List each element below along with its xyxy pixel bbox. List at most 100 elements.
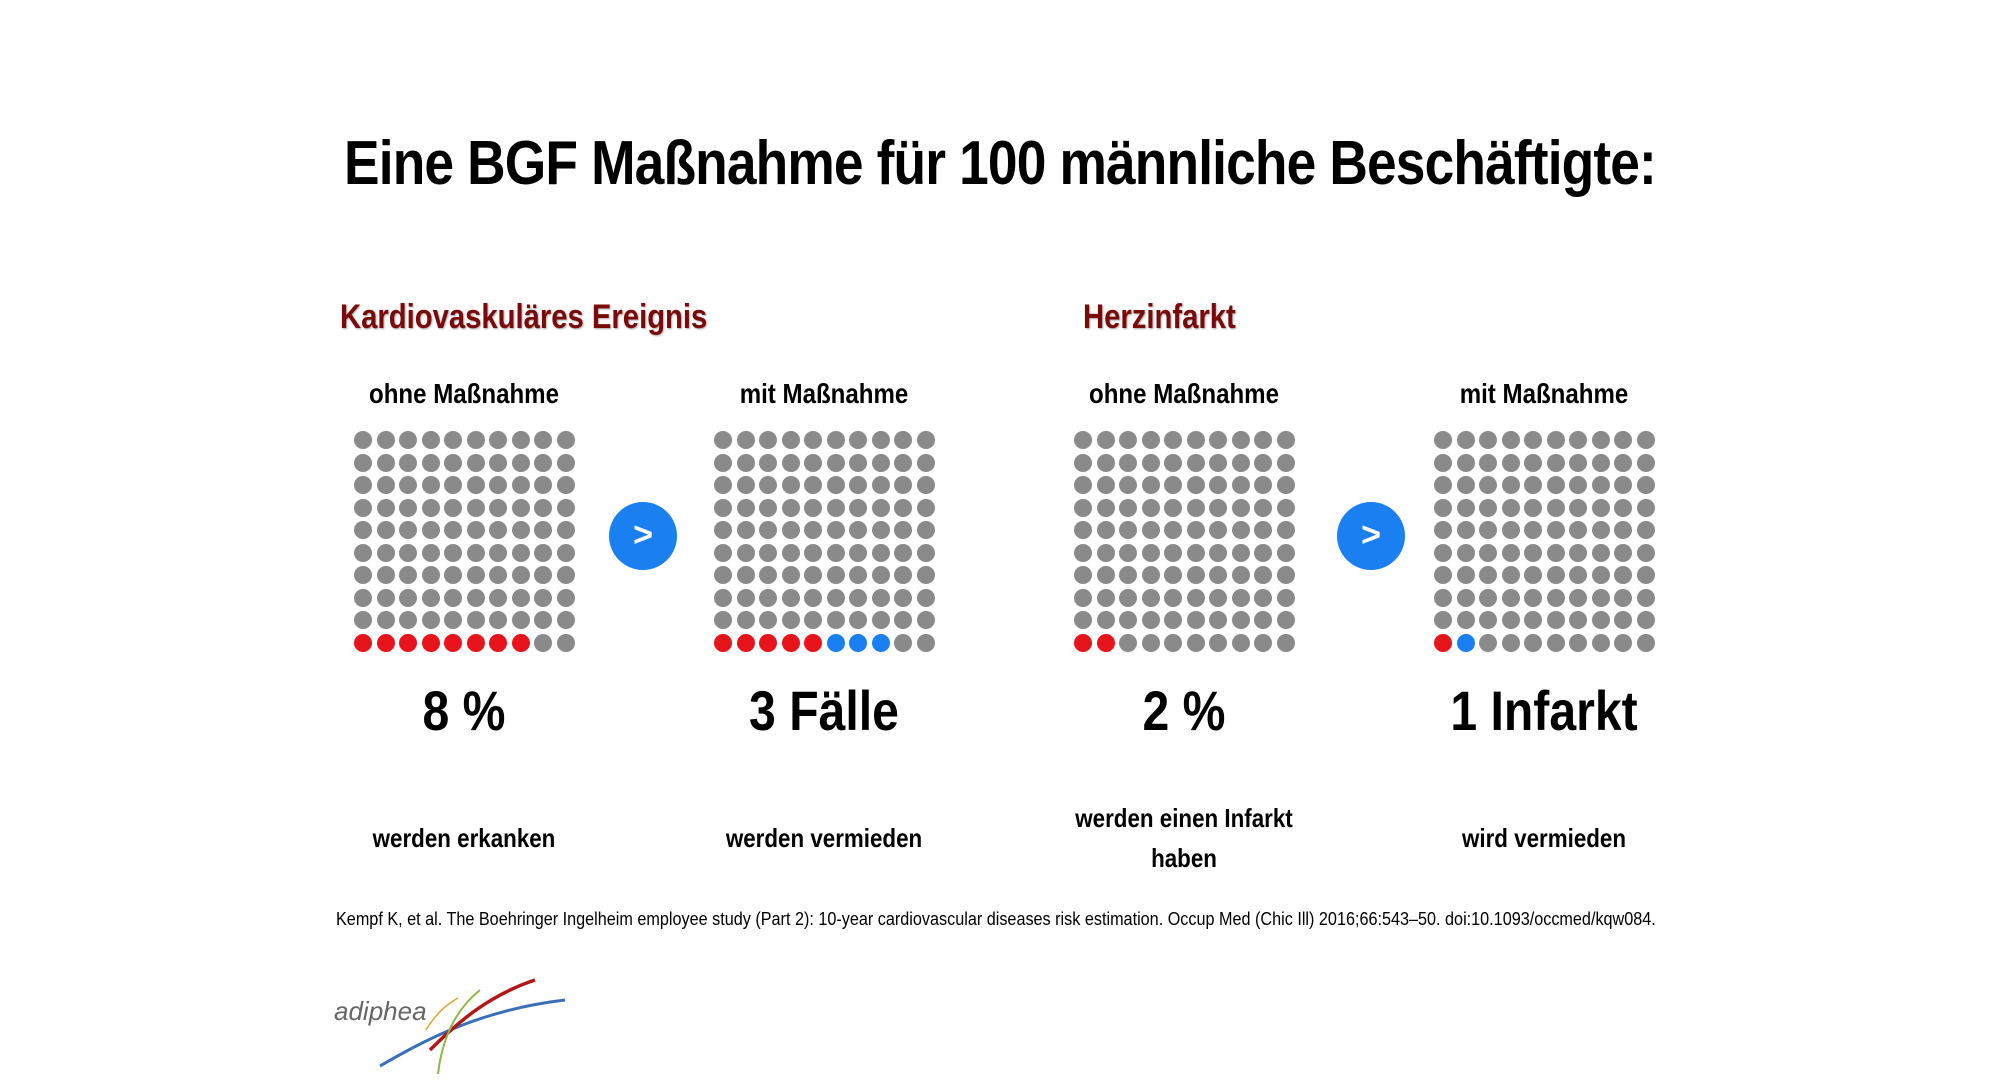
waffle-dot-gray: [871, 476, 890, 494]
waffle-dot-gray: [556, 633, 575, 652]
waffle-dot-gray: [511, 611, 530, 629]
waffle-dot-gray: [1254, 588, 1272, 607]
waffle-dot-gray: [916, 611, 935, 629]
waffle-dot-gray: [444, 521, 462, 539]
waffle-dot-gray: [916, 498, 935, 517]
waffle-dot-gray: [1524, 611, 1542, 629]
waffle-dot-gray: [1591, 431, 1610, 449]
waffle-dot-gray: [714, 453, 732, 472]
waffle-dot-gray: [1614, 476, 1632, 494]
waffle-dot-gray: [1501, 633, 1520, 652]
waffle-dot-gray: [1456, 431, 1475, 449]
waffle-dot-gray: [466, 498, 485, 517]
waffle-dot-gray: [714, 498, 732, 517]
waffle-dot-gray: [736, 611, 755, 629]
waffle-dot-gray: [849, 566, 867, 584]
waffle-dot-gray: [1636, 633, 1655, 652]
waffle-dot-gray: [376, 498, 395, 517]
caption-cardio-without: werden erkanken: [372, 823, 556, 853]
waffle-dot-gray: [714, 476, 732, 494]
waffle-dot-gray: [466, 521, 485, 539]
swoosh-logo-icon: [379, 978, 566, 1075]
waffle-dot-red: [376, 633, 395, 652]
waffle-dot-gray: [1434, 588, 1452, 607]
waffle-dot-gray: [826, 498, 845, 517]
waffle-dot-gray: [1164, 476, 1182, 494]
waffle-dot-gray: [1434, 476, 1452, 494]
waffle-dot-gray: [916, 588, 935, 607]
waffle-dot-gray: [376, 431, 395, 449]
waffle-dot-gray: [1546, 476, 1565, 494]
waffle-dot-gray: [1276, 588, 1295, 607]
waffle-dot-gray: [759, 521, 777, 539]
value-infarct-without: 2 %: [1142, 679, 1226, 742]
waffle-dot-gray: [714, 543, 732, 562]
waffle-chart-infarct-without: [1074, 431, 1304, 661]
waffle-dot-gray: [849, 611, 867, 629]
waffle-dot-gray: [1119, 566, 1137, 584]
waffle-dot-gray: [1456, 543, 1475, 562]
waffle-dot-gray: [466, 453, 485, 472]
waffle-dot-gray: [399, 521, 417, 539]
waffle-dot-gray: [1096, 521, 1115, 539]
waffle-dot-gray: [1614, 588, 1632, 607]
waffle-dot-gray: [534, 543, 552, 562]
waffle-dot-gray: [916, 476, 935, 494]
section-title-cardiovascular: Kardiovaskuläres Ereignis: [340, 298, 708, 336]
waffle-dot-gray: [1276, 543, 1295, 562]
page-title: Eine BGF Maßnahme für 100 männliche Besc…: [344, 129, 1657, 198]
waffle-dot-gray: [1096, 588, 1115, 607]
waffle-dot-gray: [1501, 566, 1520, 584]
waffle-dot-gray: [736, 498, 755, 517]
waffle-dot-gray: [376, 521, 395, 539]
waffle-dot-gray: [1164, 633, 1182, 652]
waffle-dot-gray: [1209, 566, 1227, 584]
waffle-dot-gray: [1569, 476, 1587, 494]
waffle-dot-red: [511, 633, 530, 652]
waffle-dot-gray: [1209, 588, 1227, 607]
waffle-dot-gray: [826, 543, 845, 562]
waffle-dot-gray: [714, 431, 732, 449]
waffle-dot-gray: [1276, 498, 1295, 517]
waffle-dot-gray: [736, 566, 755, 584]
waffle-dot-gray: [894, 431, 912, 449]
waffle-dot-gray: [1546, 431, 1565, 449]
waffle-dot-gray: [1119, 476, 1137, 494]
waffle-dot-gray: [1524, 566, 1542, 584]
waffle-dot-red: [489, 633, 507, 652]
waffle-dot-gray: [826, 476, 845, 494]
waffle-dot-gray: [736, 431, 755, 449]
waffle-dot-gray: [1546, 633, 1565, 652]
waffle-dot-gray: [871, 566, 890, 584]
waffle-dot-gray: [1276, 633, 1295, 652]
waffle-dot-gray: [1276, 611, 1295, 629]
waffle-dot-gray: [759, 611, 777, 629]
waffle-dot-gray: [466, 611, 485, 629]
waffle-dot-gray: [1231, 431, 1250, 449]
waffle-dot-gray: [781, 543, 800, 562]
waffle-dot-gray: [849, 521, 867, 539]
waffle-dot-gray: [781, 498, 800, 517]
waffle-dot-gray: [1501, 588, 1520, 607]
waffle-dot-gray: [1614, 498, 1632, 517]
waffle-dot-gray: [511, 521, 530, 539]
waffle-dot-gray: [489, 611, 507, 629]
waffle-dot-gray: [894, 566, 912, 584]
waffle-dot-gray: [444, 498, 462, 517]
waffle-dot-gray: [871, 611, 890, 629]
waffle-dot-gray: [511, 476, 530, 494]
waffle-dot-gray: [534, 476, 552, 494]
waffle-dot-gray: [399, 498, 417, 517]
waffle-dot-gray: [1276, 431, 1295, 449]
waffle-dot-gray: [534, 453, 552, 472]
waffle-dot-gray: [759, 588, 777, 607]
waffle-dot-gray: [849, 498, 867, 517]
waffle-dot-gray: [1569, 611, 1587, 629]
waffle-dot-red: [736, 633, 755, 652]
waffle-dot-gray: [1164, 566, 1182, 584]
waffle-dot-gray: [1434, 566, 1452, 584]
waffle-dot-gray: [1209, 498, 1227, 517]
waffle-dot-gray: [826, 453, 845, 472]
waffle-dot-gray: [1434, 498, 1452, 517]
waffle-dot-gray: [1186, 633, 1205, 652]
